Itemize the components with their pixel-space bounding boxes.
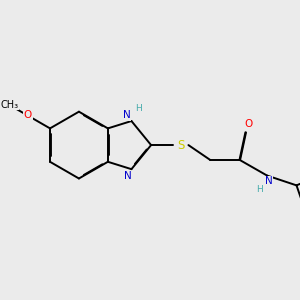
Text: N: N [123, 110, 130, 120]
Text: N: N [265, 176, 273, 186]
Text: CH₃: CH₃ [0, 100, 18, 110]
Text: O: O [24, 110, 32, 120]
Text: O: O [244, 119, 253, 130]
Text: S: S [177, 139, 184, 152]
Text: N: N [124, 171, 131, 181]
Text: H: H [135, 104, 142, 113]
Text: H: H [256, 185, 262, 194]
